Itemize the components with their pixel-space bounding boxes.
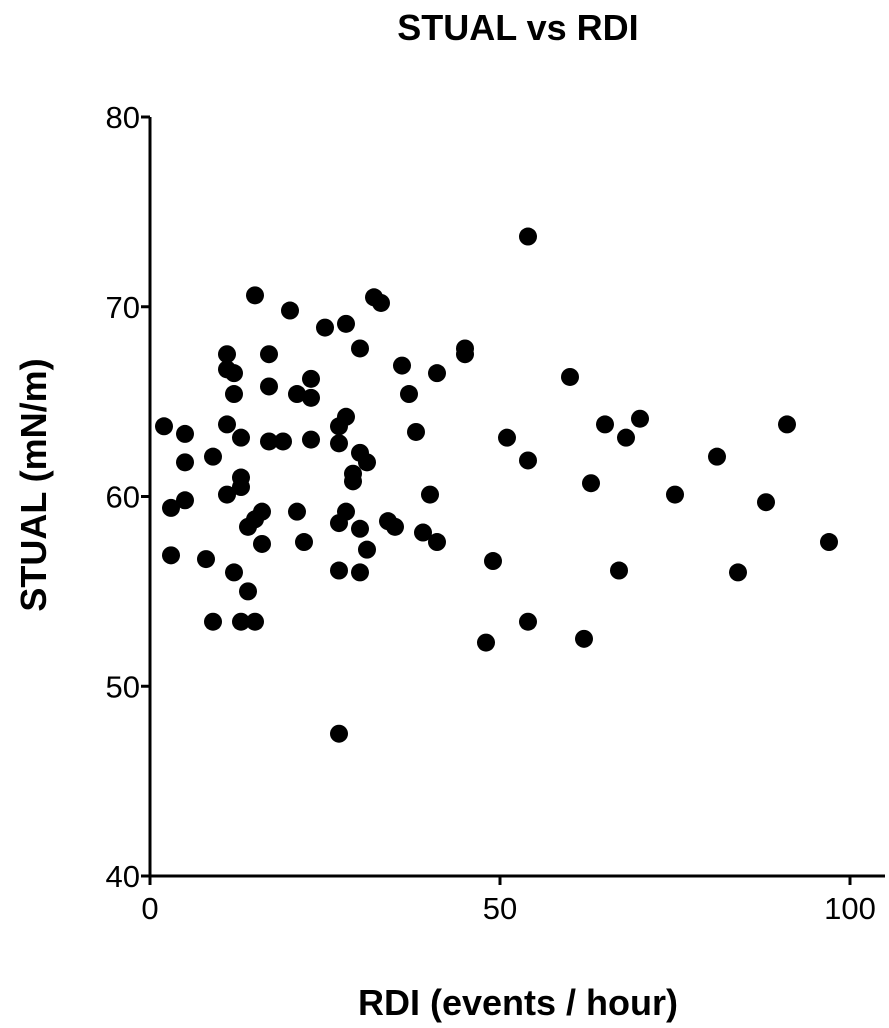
data-point (421, 485, 439, 504)
data-point (302, 430, 320, 449)
x-tick-label: 100 (824, 891, 876, 926)
y-tick-label: 60 (106, 480, 140, 515)
data-point (456, 345, 474, 364)
data-point (351, 519, 369, 538)
data-point (316, 318, 334, 337)
data-point (610, 561, 628, 580)
data-point (232, 612, 250, 631)
data-point (372, 293, 390, 312)
data-point (820, 533, 838, 552)
data-point (400, 385, 418, 404)
data-point (477, 633, 495, 652)
data-point (295, 533, 313, 552)
data-point (708, 447, 726, 466)
data-point (218, 485, 236, 504)
data-point (519, 451, 537, 470)
data-point (575, 629, 593, 648)
y-tick-label: 70 (106, 290, 140, 325)
data-point (225, 364, 243, 383)
data-point (260, 345, 278, 364)
data-point (428, 364, 446, 383)
data-point (666, 485, 684, 504)
data-point (428, 533, 446, 552)
y-tick-label: 50 (106, 669, 140, 704)
y-axis-label: STUAL (mN/m) (13, 358, 54, 611)
data-point (582, 474, 600, 493)
data-point (344, 472, 362, 491)
data-point (617, 428, 635, 447)
y-tick-label: 40 (106, 859, 140, 894)
data-point (561, 367, 579, 386)
data-point (484, 552, 502, 571)
x-axis-label: RDI (events / hour) (358, 982, 678, 1023)
data-point (176, 424, 194, 443)
data-point (260, 432, 278, 451)
data-point (596, 415, 614, 434)
data-point (281, 301, 299, 320)
data-point (358, 540, 376, 559)
data-point (239, 582, 257, 601)
y-tick-label: 80 (106, 100, 140, 135)
data-point (232, 478, 250, 497)
axes (148, 117, 885, 878)
data-point (337, 502, 355, 521)
data-point (162, 546, 180, 565)
data-point (519, 227, 537, 246)
data-point (519, 612, 537, 631)
x-tick-label: 0 (141, 891, 158, 926)
data-point (218, 345, 236, 364)
data-point (253, 534, 271, 553)
data-point (162, 498, 180, 517)
data-point (218, 415, 236, 434)
data-point (498, 428, 516, 447)
data-point (260, 377, 278, 396)
data-point (330, 434, 348, 453)
data-point (729, 563, 747, 582)
data-point (155, 417, 173, 436)
data-point (351, 563, 369, 582)
data-point (393, 356, 411, 375)
data-point (337, 407, 355, 426)
data-point (337, 314, 355, 333)
data-point (330, 561, 348, 580)
data-point (204, 447, 222, 466)
data-point (197, 550, 215, 569)
data-point (232, 428, 250, 447)
data-point (274, 432, 292, 451)
data-point (204, 612, 222, 631)
data-point (302, 388, 320, 407)
data-point (288, 385, 306, 404)
data-point (414, 523, 432, 542)
data-point (302, 369, 320, 388)
data-point (246, 612, 264, 631)
data-point (288, 502, 306, 521)
data-point (407, 422, 425, 441)
data-point (225, 385, 243, 404)
data-point (253, 502, 271, 521)
data-point (176, 491, 194, 510)
chart-title: STUAL vs RDI (397, 7, 638, 48)
ticks: 40 50 60 70 80 0 50 100 (106, 100, 876, 926)
data-point (757, 493, 775, 512)
data-point (246, 286, 264, 305)
data-point (330, 724, 348, 743)
data-point (225, 563, 243, 582)
data-point (358, 453, 376, 472)
data-point (631, 409, 649, 428)
data-points (155, 227, 838, 743)
data-point (351, 339, 369, 358)
data-point (176, 453, 194, 472)
data-point (778, 415, 796, 434)
data-point (386, 517, 404, 536)
x-tick-label: 50 (483, 891, 517, 926)
